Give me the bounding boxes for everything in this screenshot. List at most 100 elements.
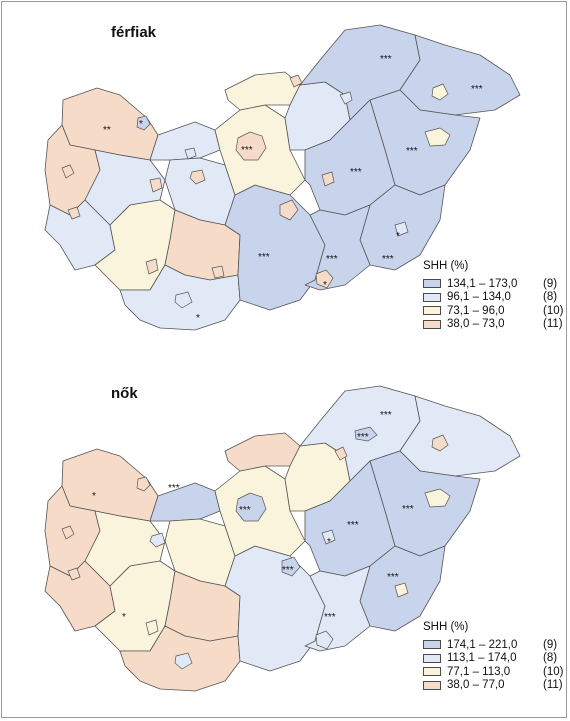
city-kaposvar — [145, 258, 159, 275]
marker: * — [327, 537, 331, 548]
city-kecskemet — [281, 556, 301, 577]
city-gyor — [136, 476, 151, 492]
markers-men: *** *** ** * *** *** *** *** *** *** * *… — [103, 54, 483, 324]
marker: * — [196, 313, 200, 324]
panel-title-men: férfiak — [111, 24, 157, 41]
legend-count: (8) — [543, 291, 558, 304]
marker: *** — [387, 572, 399, 583]
legend-range: 174,1 – 221,0 — [447, 638, 518, 651]
marker: *** — [239, 505, 251, 516]
legend-item: 38,0 – 77,0 (11) — [423, 679, 570, 693]
marker: *** — [282, 565, 294, 576]
city-tatabanya — [184, 147, 197, 160]
marker: *** — [347, 520, 359, 531]
marker: *** — [357, 432, 369, 443]
city-salgotarjan — [289, 74, 303, 88]
city-kecskemet — [279, 199, 299, 221]
legend-count: (11) — [543, 679, 563, 692]
legend-swatch — [423, 640, 441, 650]
marker: *** — [350, 167, 362, 178]
city-miskolc — [339, 91, 353, 105]
legend-count: (8) — [543, 652, 558, 665]
city-eger — [334, 446, 348, 461]
legend-men: SHH (%) 134,1 – 173,0 (9) 96,1 – 134,0 (… — [423, 260, 570, 331]
legend-count: (10) — [543, 304, 564, 317]
region-bacs — [224, 184, 326, 311]
region-nograd — [224, 432, 301, 472]
legend-item: 113,1 – 174,0 (8) — [423, 652, 570, 666]
marker: *** — [402, 504, 414, 515]
marker: *** — [471, 84, 483, 95]
city-zalaegerszeg — [67, 206, 81, 220]
legend-item: 96,1 – 134,0 (8) — [423, 291, 570, 305]
region-csongrad — [304, 565, 371, 652]
legend-count: (10) — [543, 665, 564, 678]
cities-men — [61, 74, 451, 309]
marker: *** — [324, 612, 336, 623]
city-budapest — [235, 131, 267, 161]
city-zalaegerszeg — [67, 567, 81, 581]
legend-item: 38,0 – 73,0 (11) — [423, 318, 570, 332]
legend-range: 134,1 – 173,0 — [447, 277, 518, 290]
legend-women: SHH (%) 174,1 – 221,0 (9) 113,1 – 174,0 … — [423, 621, 570, 692]
marker: *** — [380, 410, 392, 421]
marker: *** — [406, 146, 418, 157]
legend-count: (11) — [543, 318, 563, 331]
cities-women — [61, 426, 451, 670]
city-gyor — [136, 115, 151, 131]
city-szekszard — [211, 265, 225, 279]
legend-swatch — [423, 306, 441, 316]
legend-swatch — [423, 653, 441, 663]
city-szombathely — [61, 525, 75, 540]
legend-range: 96,1 – 134,0 — [447, 291, 511, 304]
marker: * — [122, 612, 126, 623]
marker: *** — [380, 54, 392, 65]
markers-women: *** *** * *** *** *** *** * *** *** *** … — [92, 410, 414, 623]
legend-swatch — [423, 680, 441, 690]
city-nyiregyhaza — [431, 83, 449, 101]
city-szolnok — [321, 529, 336, 545]
marker: ** — [103, 125, 111, 136]
legend-item: 73,1 – 96,0 (10) — [423, 304, 570, 318]
legend-range: 77,1 – 113,0 — [447, 665, 511, 678]
legend-item: 77,1 – 113,0 (10) — [423, 665, 570, 679]
marker: *** — [168, 483, 180, 494]
marker: * — [396, 231, 400, 242]
marker: * — [92, 491, 96, 502]
city-kaposvar — [145, 619, 159, 636]
city-szekesfehervar — [189, 169, 206, 185]
region-komarom — [149, 482, 221, 522]
marker: * — [139, 119, 143, 130]
legend-title: SHH (%) — [423, 260, 469, 272]
city-nyiregyhaza — [431, 434, 449, 452]
city-debrecen — [424, 127, 451, 147]
legend-range: 113,1 – 174,0 — [447, 652, 517, 665]
city-pecs — [174, 652, 193, 670]
marker: * — [323, 280, 327, 291]
legend-item: 174,1 – 221,0 (9) — [423, 638, 570, 652]
city-szeged — [315, 630, 334, 650]
region-szabolcs — [399, 34, 521, 116]
city-veszprem — [149, 177, 163, 193]
legend-swatch — [423, 667, 441, 677]
city-budapest — [235, 492, 267, 522]
city-szekesfehervar — [149, 532, 166, 548]
legend-count: (9) — [543, 638, 558, 651]
legend-item: 134,1 – 173,0 (9) — [423, 277, 570, 291]
region-nograd — [224, 71, 301, 111]
legend-swatch — [423, 319, 441, 329]
city-debrecen — [424, 488, 451, 508]
legend-title: SHH (%) — [423, 621, 469, 633]
legend-swatch — [423, 292, 441, 302]
region-bacs — [224, 545, 326, 672]
city-bekescsaba — [394, 582, 409, 598]
legend-range: 38,0 – 77,0 — [447, 679, 505, 692]
region-komarom — [149, 121, 221, 161]
map-women — [44, 385, 521, 692]
marker: *** — [382, 254, 394, 265]
legend-range: 38,0 – 73,0 — [447, 318, 505, 331]
panel-title-women: nők — [111, 385, 138, 402]
marker: *** — [241, 145, 253, 156]
